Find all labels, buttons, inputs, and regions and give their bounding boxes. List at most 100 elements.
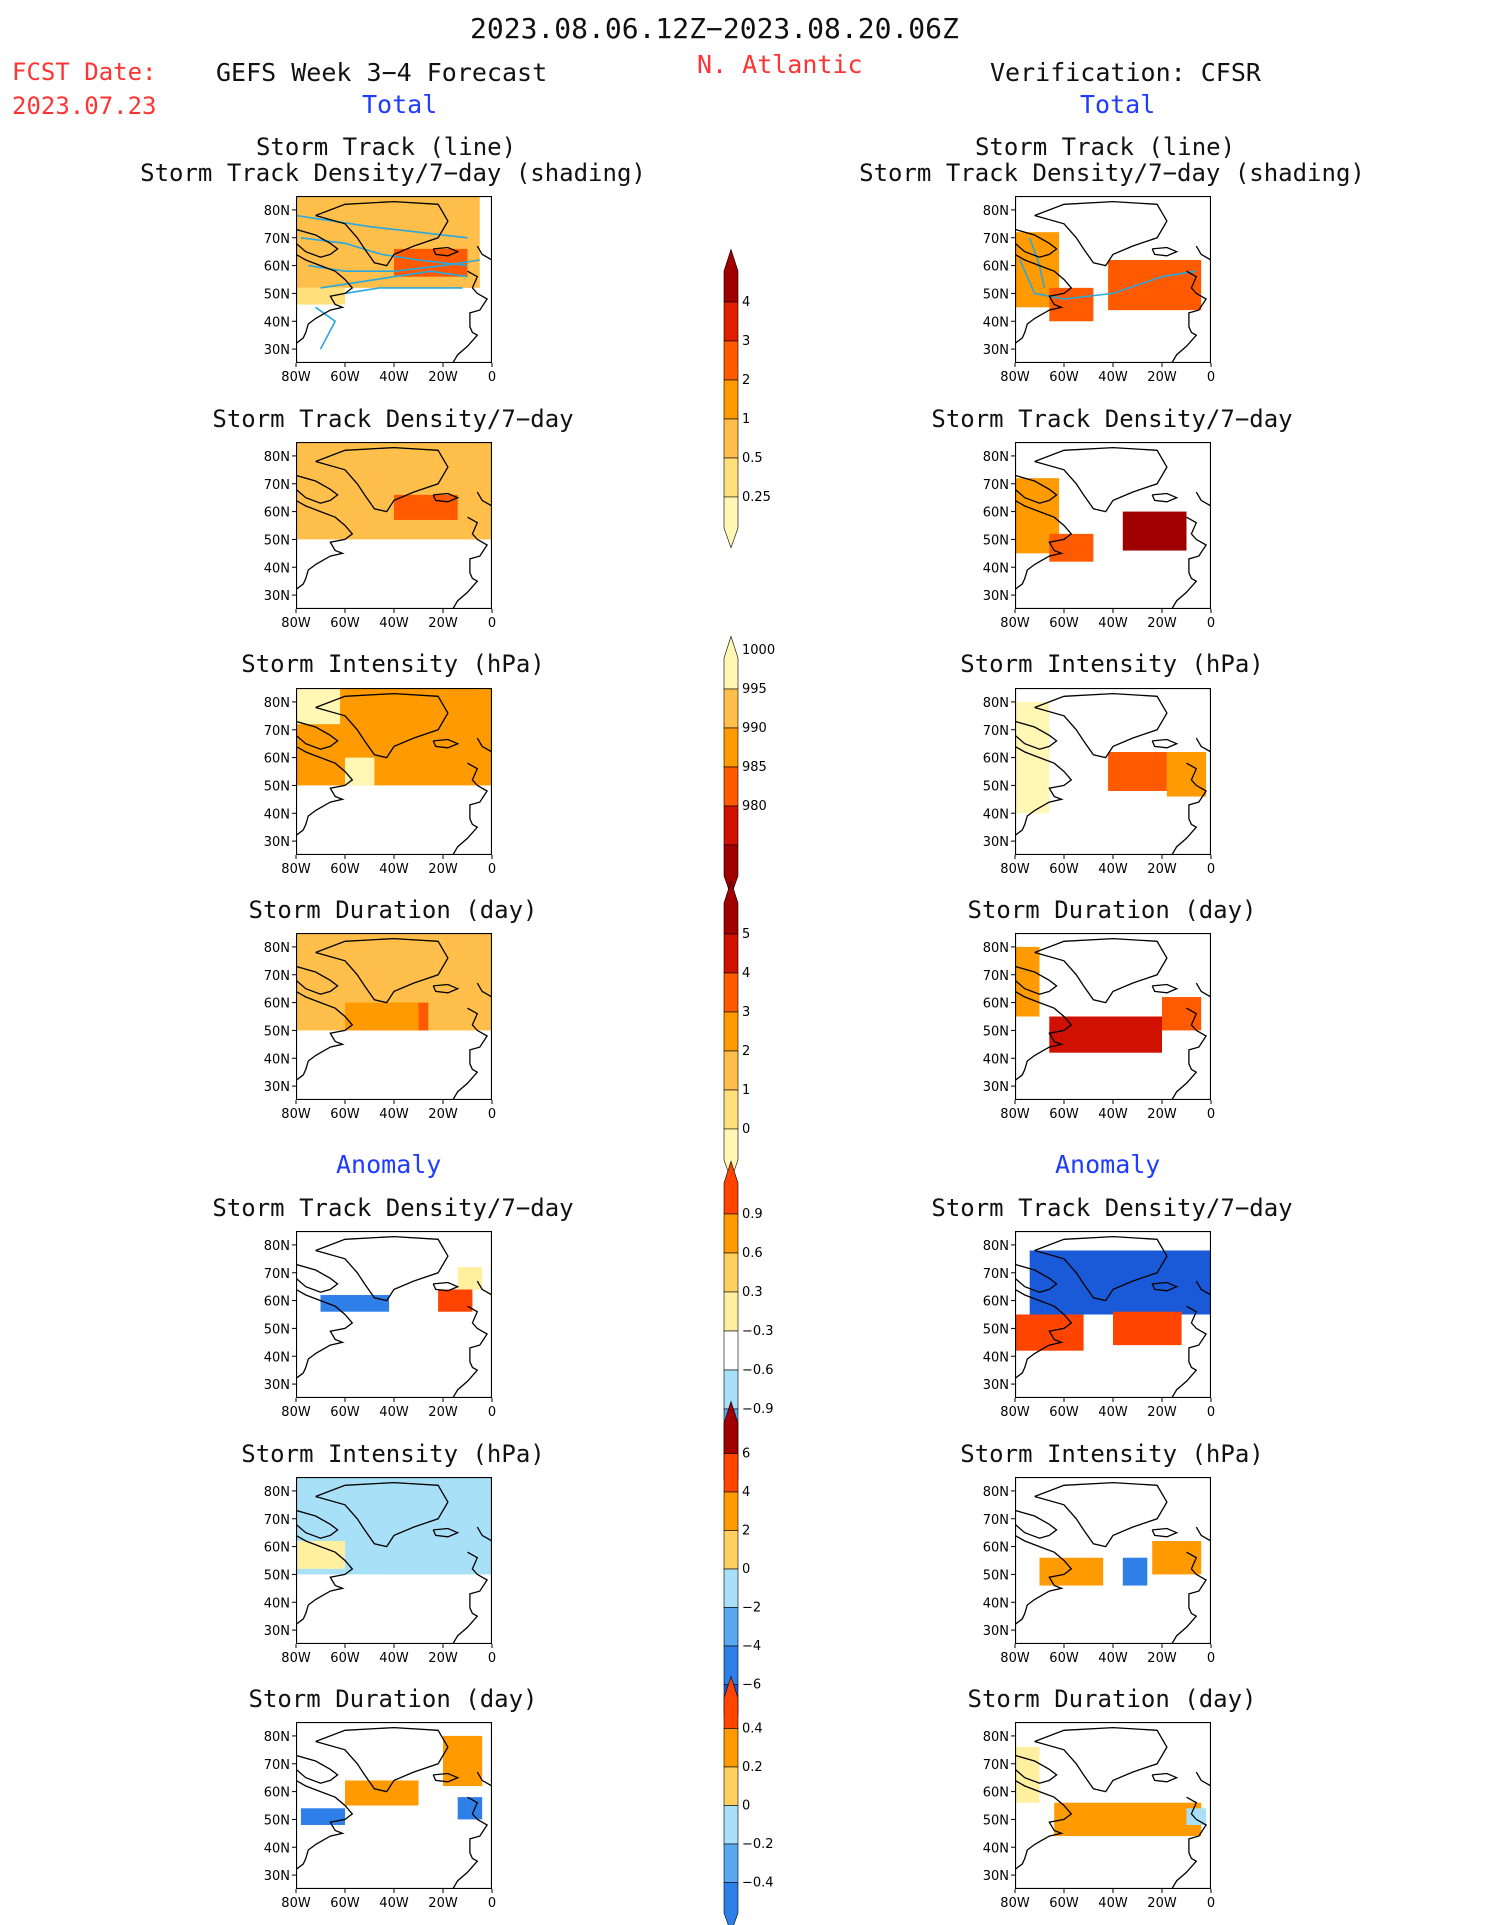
duration-bar-tick-label: 1 xyxy=(742,1083,750,1098)
gefs-track-track-line-0 xyxy=(300,237,468,267)
lat-tick-label: 30N xyxy=(983,1624,1009,1639)
coastline xyxy=(1034,1726,1168,1793)
intensity-anom-bar-swatch xyxy=(723,1453,739,1493)
lat-tick-label: 80N xyxy=(983,1485,1009,1500)
duration-bar-swatch xyxy=(723,1050,739,1091)
intensity-bar-swatch xyxy=(723,844,739,897)
lon-tick-label: 20W xyxy=(1147,1405,1177,1420)
lat-tick-label: 30N xyxy=(264,589,290,604)
coastline xyxy=(1015,1534,1073,1626)
lat-tick-label: 50N xyxy=(264,779,290,794)
coastline xyxy=(1195,1526,1211,1542)
coastline xyxy=(1015,990,1073,1082)
lat-tick-label: 70N xyxy=(264,969,290,984)
lat-tick-label: 60N xyxy=(983,1295,1009,1310)
title-track-line-right: Storm Track (line) xyxy=(974,133,1236,161)
coastline xyxy=(1195,982,1211,998)
density-anom-bar-swatch xyxy=(723,1160,739,1215)
coastline xyxy=(1171,1305,1208,1398)
lat-tick-label: 80N xyxy=(983,1730,1009,1745)
gefs-intensity-anom-cell-2 xyxy=(296,1541,345,1569)
lat-tick-label: 40N xyxy=(983,561,1009,576)
cfsr-track-track-line-0 xyxy=(1019,259,1197,300)
intensity-anom-bar-tick-label: 0 xyxy=(742,1562,750,1577)
lon-tick-label: 20W xyxy=(428,370,458,385)
title-density-anom-right: Storm Track Density/7−day xyxy=(931,1194,1293,1222)
duration-bar-tick-label: 3 xyxy=(742,1005,750,1020)
title-intensity-anom-left: Storm Intensity (hPa) xyxy=(241,1440,545,1468)
gefs-density-cell-0 xyxy=(296,442,492,540)
density-anom-bar-tick-label: −0.3 xyxy=(742,1324,774,1339)
gefs-duration-anom-cell-2 xyxy=(300,1808,345,1825)
lat-tick-label: 70N xyxy=(264,724,290,739)
lon-tick-label: 20W xyxy=(428,1651,458,1666)
cfsr-intensity-cell-1 xyxy=(1015,771,1050,814)
map-frame xyxy=(296,688,492,855)
lon-tick-label: 0 xyxy=(1207,616,1215,631)
coastline xyxy=(1151,983,1179,994)
lat-tick-label: 50N xyxy=(983,1024,1009,1039)
density-bar-tick-label: 0.25 xyxy=(742,490,771,505)
coastline xyxy=(432,983,460,994)
coastline xyxy=(315,692,449,759)
lat-tick-label: 30N xyxy=(983,835,1009,850)
density-anom-bar-swatch xyxy=(723,1291,739,1332)
duration-bar-swatch xyxy=(723,933,739,974)
coastline xyxy=(1015,253,1073,345)
coastline xyxy=(1195,737,1211,753)
lat-tick-label: 60N xyxy=(264,1295,290,1310)
cfsr-density-cell-1 xyxy=(1049,533,1094,562)
density-anom-bar-tick-label: 0.9 xyxy=(742,1207,763,1222)
lon-tick-label: 0 xyxy=(488,1107,496,1122)
coastline xyxy=(1034,1235,1168,1302)
duration-anom-bar-tick-label: 0 xyxy=(742,1799,750,1814)
lat-tick-label: 40N xyxy=(264,1350,290,1365)
intensity-anom-bar-swatch xyxy=(723,1400,739,1454)
map-frame xyxy=(296,1722,492,1889)
lat-tick-label: 70N xyxy=(983,1267,1009,1282)
cfsr-density-cell-2 xyxy=(1122,511,1187,551)
coastline xyxy=(296,1509,339,1539)
title-intensity-anom-right: Storm Intensity (hPa) xyxy=(960,1440,1264,1468)
coastline xyxy=(296,1534,354,1626)
coastline xyxy=(1171,762,1208,855)
cfsr-track-cell-2 xyxy=(1108,260,1202,311)
lat-tick-label: 70N xyxy=(264,232,290,247)
lon-tick-label: 80W xyxy=(281,1107,311,1122)
cfsr-duration-cell-1 xyxy=(1049,1016,1162,1053)
lat-tick-label: 70N xyxy=(983,969,1009,984)
lon-tick-label: 80W xyxy=(1000,1651,1030,1666)
coastline xyxy=(296,253,354,345)
lon-tick-label: 20W xyxy=(1147,1651,1177,1666)
coastline xyxy=(1171,516,1208,609)
coastline xyxy=(432,492,460,503)
period-title: 2023.08.06.12Z−2023.08.20.06Z xyxy=(470,12,959,45)
lat-tick-label: 30N xyxy=(983,1378,1009,1393)
lat-tick-label: 60N xyxy=(264,997,290,1012)
density-bar-tick-label: 3 xyxy=(742,334,750,349)
lat-tick-label: 30N xyxy=(983,343,1009,358)
lat-tick-label: 30N xyxy=(264,835,290,850)
lat-tick-label: 40N xyxy=(264,1841,290,1856)
gefs-track-track-line-2 xyxy=(320,270,468,289)
coastline xyxy=(1015,474,1058,504)
map-frame xyxy=(1015,442,1211,609)
coastline xyxy=(296,965,339,995)
intensity-anom-bar-tick-label: 2 xyxy=(742,1524,750,1539)
lat-tick-label: 60N xyxy=(264,506,290,521)
lat-tick-label: 30N xyxy=(264,1080,290,1095)
coastline xyxy=(1151,1527,1179,1538)
coastline xyxy=(315,1726,449,1793)
coastline xyxy=(452,516,489,609)
lat-tick-label: 30N xyxy=(264,1869,290,1884)
cfsr-intensity-cell-2 xyxy=(1108,752,1167,791)
lat-tick-label: 50N xyxy=(983,1322,1009,1337)
map-frame xyxy=(296,196,492,363)
coastline xyxy=(1195,1280,1211,1296)
map-cfsr-duration-anom xyxy=(1015,1722,1211,1889)
coastline xyxy=(452,1551,489,1644)
duration-bar: 5 4 3 2 1 0 xyxy=(723,880,750,1181)
lat-tick-label: 70N xyxy=(983,232,1009,247)
coastline xyxy=(1015,1509,1058,1539)
